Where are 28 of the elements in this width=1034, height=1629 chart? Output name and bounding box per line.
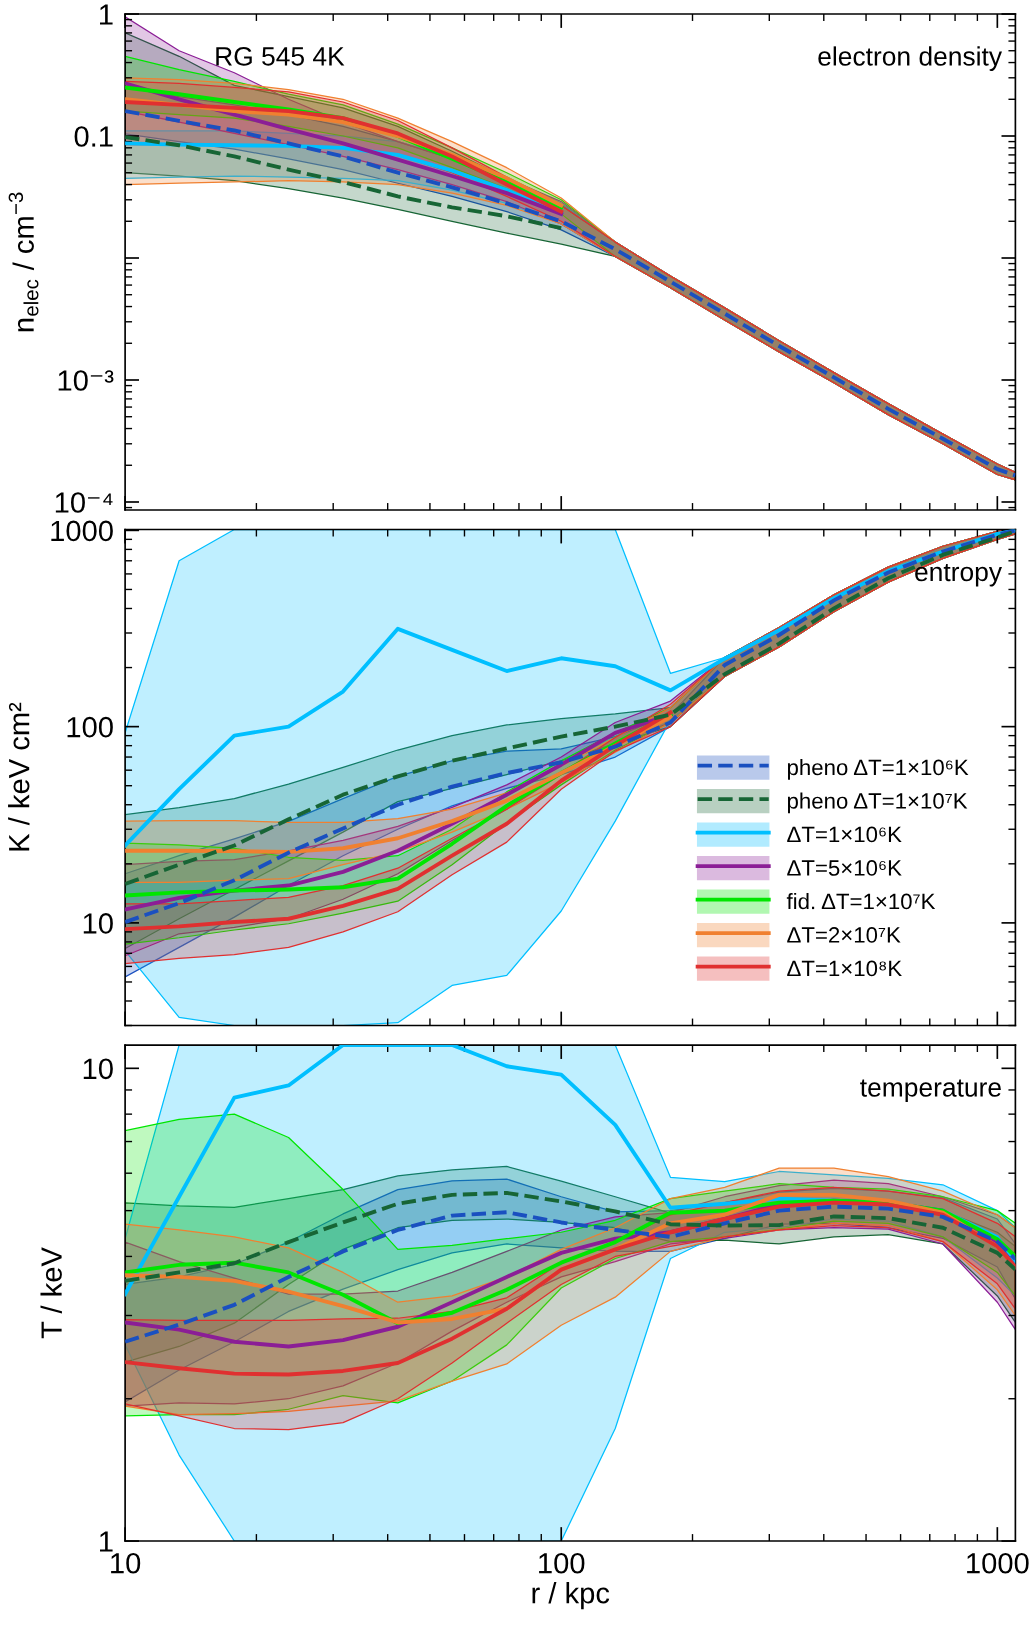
annotation: electron density [818, 46, 1002, 71]
legend-label: ΔT=5×10⁶K [787, 860, 902, 876]
legend-label: fid. ΔT=1×10⁷K [786, 893, 936, 910]
legend-label: pheno ΔT=1×10⁶K [787, 759, 969, 780]
y-tick-label: 1 [100, 4, 113, 25]
y-axis-title: n$_{elec}$ / cm$^{−3}$ [8, 192, 39, 332]
legend-label: pheno ΔT=1×10⁷K [787, 792, 968, 814]
y-axis-title: T / keV [40, 1247, 62, 1339]
x-tick-label: 1000 [967, 1552, 1029, 1574]
y-tick-label: 10 [83, 913, 113, 934]
y-tick-label: 1000 [51, 520, 113, 542]
line-series [125, 135, 564, 230]
x-axis-title: r / kpc [532, 1582, 610, 1610]
y-tick-label: 10⁻⁴ [55, 492, 113, 513]
annotation: RG 545 4K [216, 47, 345, 66]
legend-label: ΔT=2×10⁷K [787, 927, 901, 943]
y-tick-label: 1 [100, 1531, 113, 1552]
legend-label: ΔT=1×10⁸K [787, 960, 902, 977]
legend-label: ΔT=1×10⁶K [787, 826, 902, 843]
y-tick-label: 10⁻³ [58, 370, 114, 391]
x-tick-label: 100 [539, 1552, 585, 1574]
annotation: temperature [860, 1079, 1001, 1102]
y-tick-label: 0.1 [74, 126, 113, 147]
y-tick-label: 100 [67, 716, 113, 738]
line-series [125, 715, 673, 854]
y-axis-title: K / keV cm² [8, 702, 30, 851]
y-tick-label: 10 [83, 1058, 113, 1080]
annotation: entropy [915, 563, 1002, 587]
